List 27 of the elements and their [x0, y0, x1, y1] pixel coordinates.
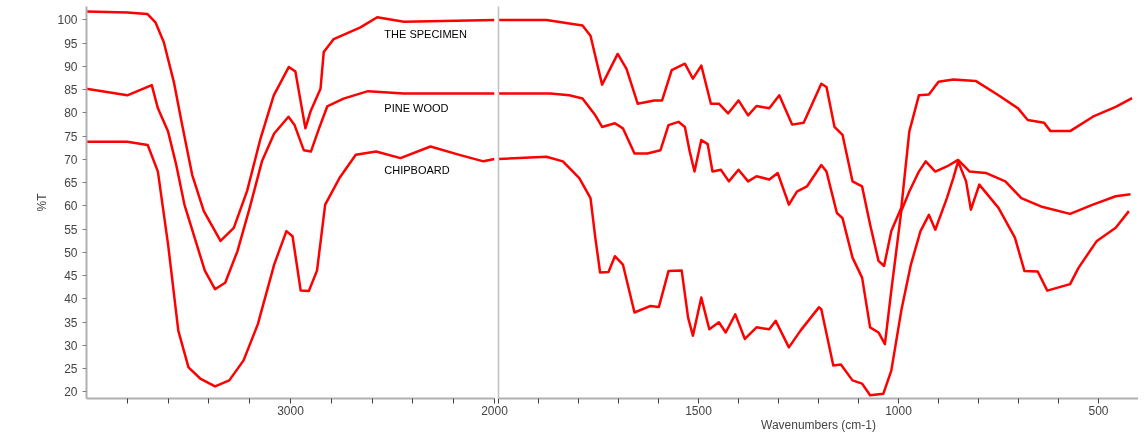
y-tick-label: 90 [64, 59, 78, 74]
y-tick-label: 50 [64, 245, 78, 260]
y-tick-label: 70 [64, 152, 78, 167]
y-tick-label: 65 [64, 176, 78, 191]
y-tick-label: 35 [64, 315, 78, 330]
series-label: CHIPBOARD [384, 163, 450, 176]
x-tick-label: 500 [1088, 403, 1109, 418]
y-tick-label: 100 [57, 13, 78, 28]
y-tick-label: 30 [64, 338, 78, 353]
y-tick-label: 75 [64, 129, 78, 144]
x-tick-label: 3000 [277, 403, 305, 418]
y-tick-label: 55 [64, 222, 78, 237]
x-tick-label: 2000 [481, 403, 509, 418]
y-axis-title: %T [35, 192, 50, 212]
y-tick-label: 95 [64, 36, 78, 51]
y-tick-label: 25 [64, 362, 78, 377]
x-tick-label: 1500 [685, 403, 713, 418]
series-label: THE SPECIMEN [384, 28, 467, 41]
x-axis-title: Wavenumbers (cm-1) [761, 417, 876, 432]
series-label: PINE WOOD [384, 102, 449, 115]
y-tick-label: 20 [64, 385, 78, 400]
y-tick-label: 80 [64, 106, 78, 121]
y-tick-label: 45 [64, 269, 78, 284]
x-tick-label: 1000 [885, 403, 913, 418]
y-tick-label: 40 [64, 292, 78, 307]
y-tick-label: 85 [64, 83, 78, 98]
y-tick-label: 60 [64, 199, 78, 214]
